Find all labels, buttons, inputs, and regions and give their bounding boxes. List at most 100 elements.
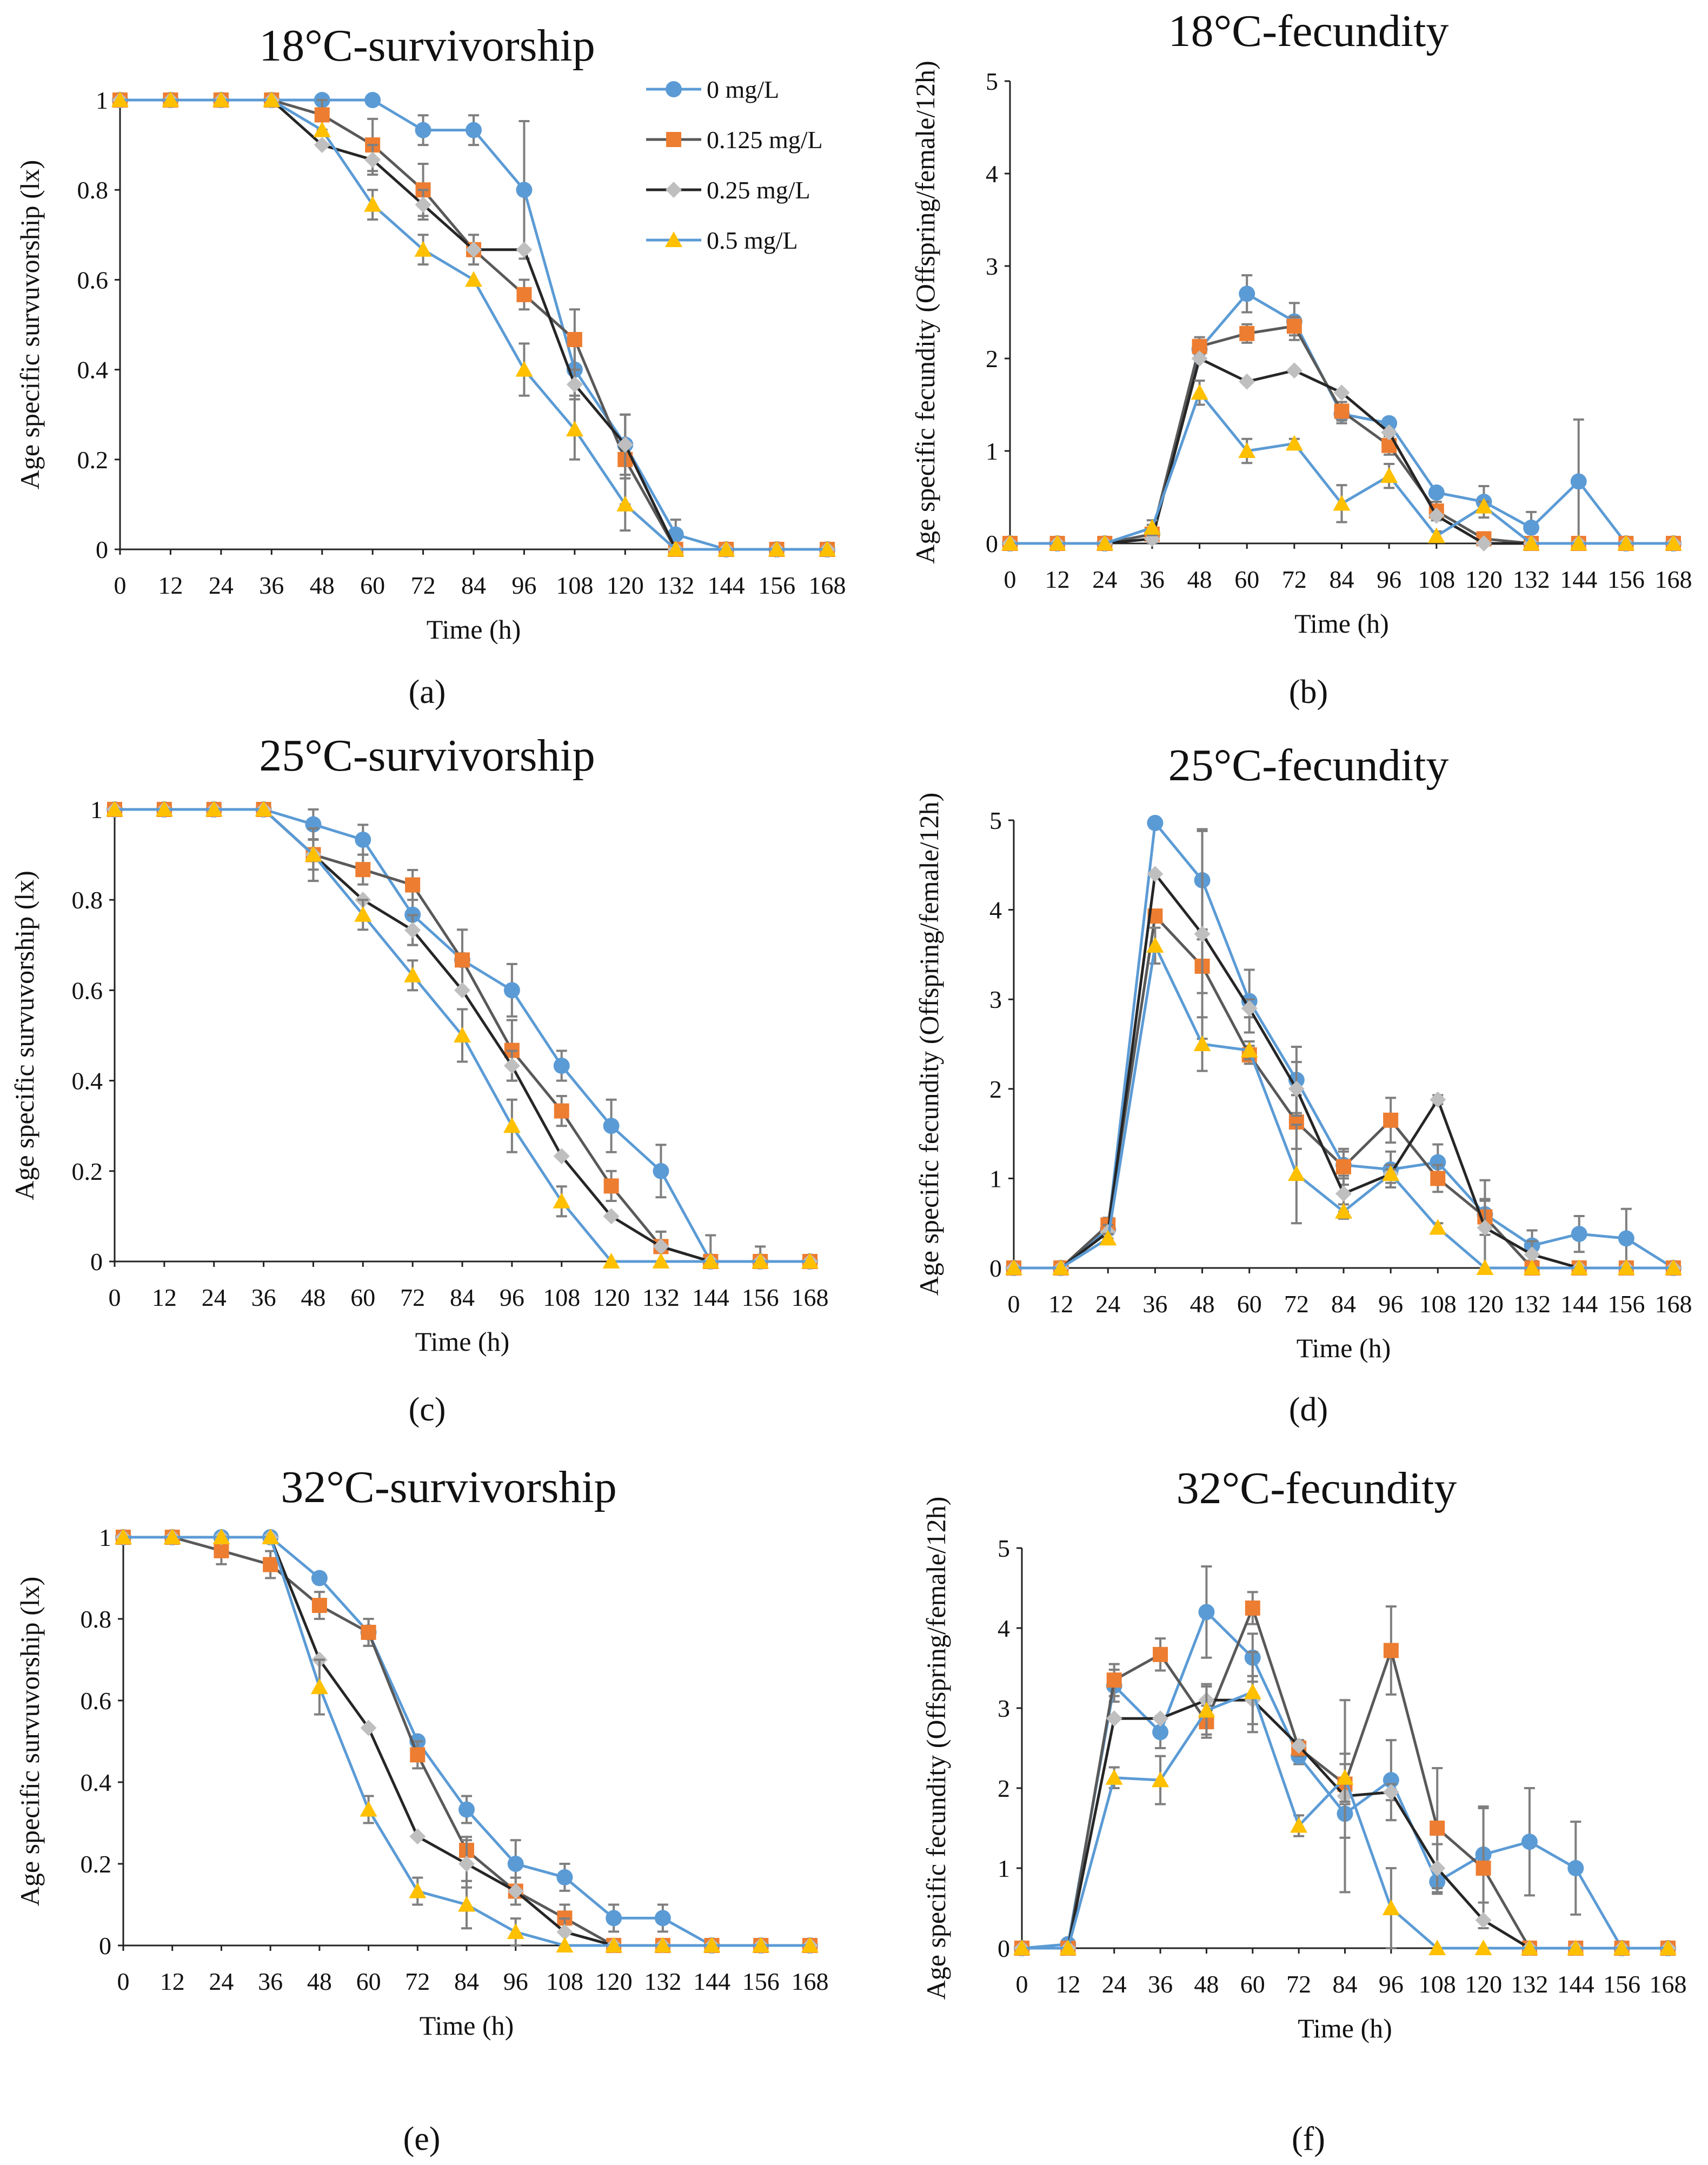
panel-letter: (b) bbox=[1289, 674, 1328, 710]
x-tick-label: 108 bbox=[546, 1968, 583, 1995]
data-point bbox=[1052, 1259, 1070, 1275]
data-point bbox=[1336, 1159, 1351, 1174]
x-tick-label: 132 bbox=[642, 1284, 680, 1311]
x-tick-label: 96 bbox=[503, 1968, 528, 1995]
data-point bbox=[503, 1117, 521, 1133]
x-tick-label: 84 bbox=[1333, 1970, 1358, 1998]
x-tick-label: 36 bbox=[1140, 566, 1165, 593]
data-point bbox=[364, 92, 381, 108]
y-tick-label: 1 bbox=[989, 1165, 1002, 1192]
x-tick-label: 120 bbox=[1466, 1290, 1504, 1318]
x-axis-label: Time (h) bbox=[420, 2010, 514, 2041]
y-tick-label: 3 bbox=[998, 1695, 1010, 1722]
x-tick-label: 0 bbox=[114, 572, 127, 599]
data-point bbox=[1285, 435, 1303, 451]
x-axis-label: Time (h) bbox=[427, 614, 521, 645]
data-point bbox=[1428, 1940, 1446, 1955]
data-point bbox=[1476, 535, 1492, 552]
data-point bbox=[1147, 866, 1164, 882]
x-tick-label: 12 bbox=[1045, 566, 1070, 593]
data-point bbox=[1427, 527, 1445, 543]
y-tick-label: 2 bbox=[986, 345, 998, 373]
data-point bbox=[1152, 1724, 1169, 1741]
data-point bbox=[553, 1148, 570, 1165]
legend-label: 0 mg/L bbox=[707, 76, 779, 103]
data-point bbox=[415, 122, 431, 138]
x-tick-label: 96 bbox=[1379, 1970, 1404, 1998]
x-tick-label: 144 bbox=[708, 572, 745, 599]
y-tick-label: 4 bbox=[998, 1615, 1010, 1642]
x-tick-label: 84 bbox=[1331, 1290, 1356, 1318]
y-tick-label: 3 bbox=[986, 253, 998, 280]
y-tick-label: 5 bbox=[989, 807, 1002, 834]
data-point bbox=[1245, 1600, 1260, 1616]
panel-letter: (e) bbox=[403, 2121, 441, 2157]
y-tick-label: 0.8 bbox=[72, 886, 103, 914]
series-3 bbox=[1013, 1651, 1677, 1955]
data-point bbox=[1106, 1710, 1122, 1727]
x-tick-label: 132 bbox=[1513, 1290, 1551, 1318]
series-line bbox=[120, 98, 827, 551]
x-tick-label: 108 bbox=[1419, 1970, 1456, 1998]
data-point bbox=[653, 1163, 669, 1179]
data-point bbox=[1146, 937, 1164, 953]
data-point bbox=[667, 541, 684, 556]
data-point bbox=[553, 1192, 570, 1208]
data-point bbox=[1570, 473, 1587, 490]
x-tick-label: 72 bbox=[1286, 1970, 1311, 1998]
data-point bbox=[458, 1856, 475, 1872]
x-tick-label: 96 bbox=[1377, 566, 1401, 593]
data-point bbox=[262, 1529, 280, 1544]
data-point bbox=[1428, 507, 1445, 524]
data-point bbox=[507, 1883, 524, 1900]
x-tick-label: 0 bbox=[109, 1284, 121, 1311]
x-tick-label: 156 bbox=[1603, 1970, 1640, 1998]
x-tick-label: 0 bbox=[1004, 566, 1016, 593]
data-point bbox=[1244, 1683, 1261, 1699]
data-point bbox=[1524, 1246, 1540, 1263]
x-tick-label: 168 bbox=[1655, 566, 1692, 593]
x-tick-label: 12 bbox=[1048, 1290, 1073, 1318]
data-point bbox=[1287, 1165, 1305, 1181]
data-point bbox=[1665, 1259, 1682, 1275]
data-point bbox=[603, 1208, 620, 1225]
data-point bbox=[1567, 1860, 1584, 1876]
data-point bbox=[1567, 1940, 1585, 1955]
x-tick-label: 36 bbox=[1148, 1970, 1173, 1998]
x-tick-label: 48 bbox=[310, 572, 335, 599]
data-point bbox=[1239, 285, 1255, 302]
y-tick-label: 0.6 bbox=[77, 266, 109, 294]
data-point bbox=[1105, 1769, 1123, 1785]
data-point bbox=[1191, 384, 1208, 400]
data-point bbox=[1143, 519, 1161, 535]
x-tick-label: 132 bbox=[1513, 566, 1550, 593]
data-point bbox=[1618, 1230, 1634, 1247]
chart-title: 32°C-survivorship bbox=[281, 1462, 617, 1512]
data-point bbox=[1520, 1940, 1538, 1955]
x-axis-label: Time (h) bbox=[1298, 2013, 1392, 2043]
data-point bbox=[503, 982, 520, 999]
x-tick-label: 36 bbox=[251, 1284, 276, 1311]
data-point bbox=[1523, 519, 1540, 536]
y-axis-label: Age specific survuvorship (lx) bbox=[15, 160, 45, 490]
data-point bbox=[603, 1178, 619, 1194]
chart-title: 25°C-survivorship bbox=[259, 730, 595, 781]
data-point bbox=[703, 1937, 721, 1953]
data-point bbox=[304, 846, 322, 862]
x-tick-label: 168 bbox=[792, 1968, 829, 1995]
data-point bbox=[111, 91, 129, 107]
data-point bbox=[556, 1937, 574, 1953]
series-3 bbox=[106, 801, 819, 1269]
x-tick-label: 48 bbox=[1194, 1970, 1219, 1998]
data-point bbox=[1475, 497, 1493, 514]
data-point bbox=[1613, 1940, 1631, 1955]
data-point bbox=[1428, 484, 1445, 501]
data-point bbox=[556, 1869, 573, 1885]
legend-label: 0.25 mg/L bbox=[707, 176, 810, 204]
series-line bbox=[120, 98, 827, 551]
x-axis-label: Time (h) bbox=[1297, 1333, 1391, 1363]
x-tick-label: 168 bbox=[809, 572, 846, 599]
data-point bbox=[355, 832, 371, 848]
x-tick-label: 60 bbox=[350, 1284, 375, 1311]
